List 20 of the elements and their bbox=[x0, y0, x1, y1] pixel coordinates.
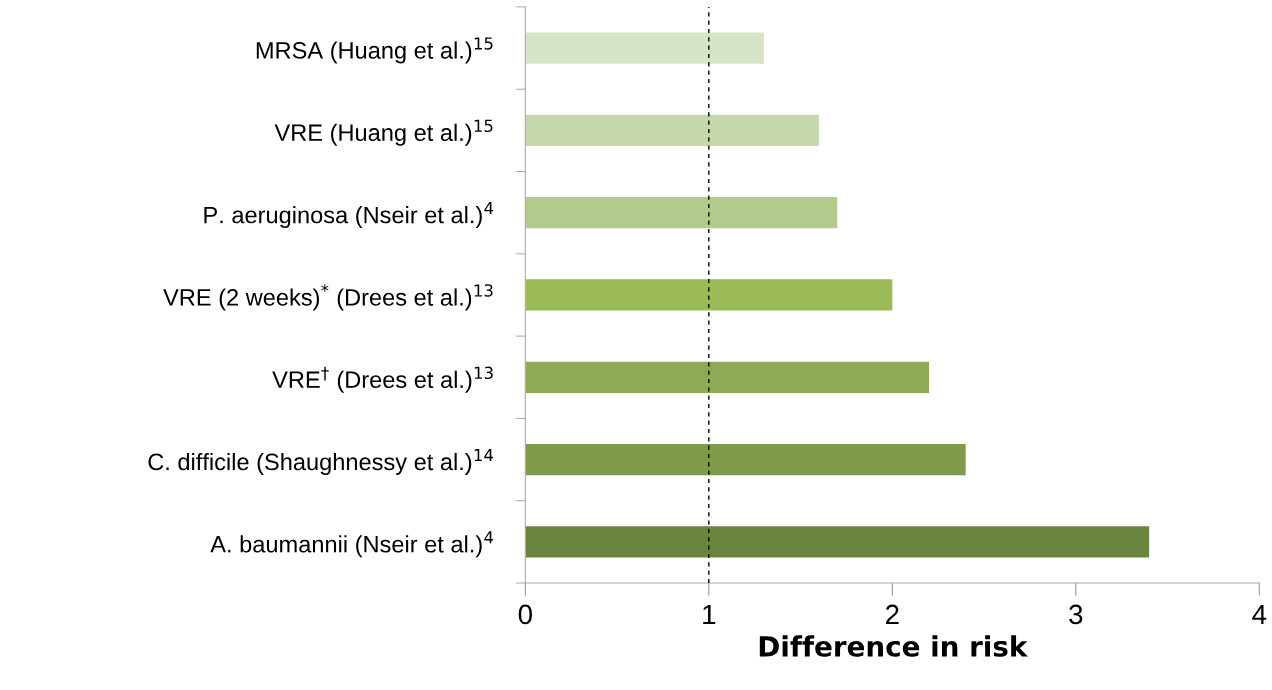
x-tick-label: 2 bbox=[885, 604, 899, 625]
bar bbox=[525, 197, 838, 229]
y-tick-label: C. difficile (Shaughnessy et al.)$^{14}$ bbox=[148, 448, 494, 475]
x-tick-label: 3 bbox=[1069, 604, 1083, 625]
x-axis-title: Difference in risk bbox=[759, 635, 1028, 657]
y-tick-label: A. baumannii (Nseir et al.)$^{4}$ bbox=[210, 531, 494, 558]
y-tick-label: VRE (2 weeks)$^{*}$ (Drees et al.)$^{13}$ bbox=[163, 284, 493, 311]
bar bbox=[525, 361, 930, 393]
y-tick-label: P. aeruginosa (Nseir et al.)$^{4}$ bbox=[204, 202, 494, 229]
bar bbox=[525, 443, 966, 476]
y-tick-label: MRSA (Huang et al.)$^{15}$ bbox=[256, 37, 493, 64]
bar bbox=[525, 279, 893, 311]
x-tick-label: 0 bbox=[518, 604, 532, 625]
y-tick-label: VRE (Huang et al.)$^{15}$ bbox=[274, 119, 493, 146]
bar bbox=[525, 526, 1150, 558]
y-tick-label: VRE$^{†}$ (Drees et al.)$^{13}$ bbox=[272, 366, 493, 393]
x-tick-label: 4 bbox=[1252, 604, 1267, 625]
x-tick-label: 1 bbox=[703, 604, 716, 625]
bar bbox=[525, 114, 819, 146]
bar bbox=[525, 32, 764, 64]
